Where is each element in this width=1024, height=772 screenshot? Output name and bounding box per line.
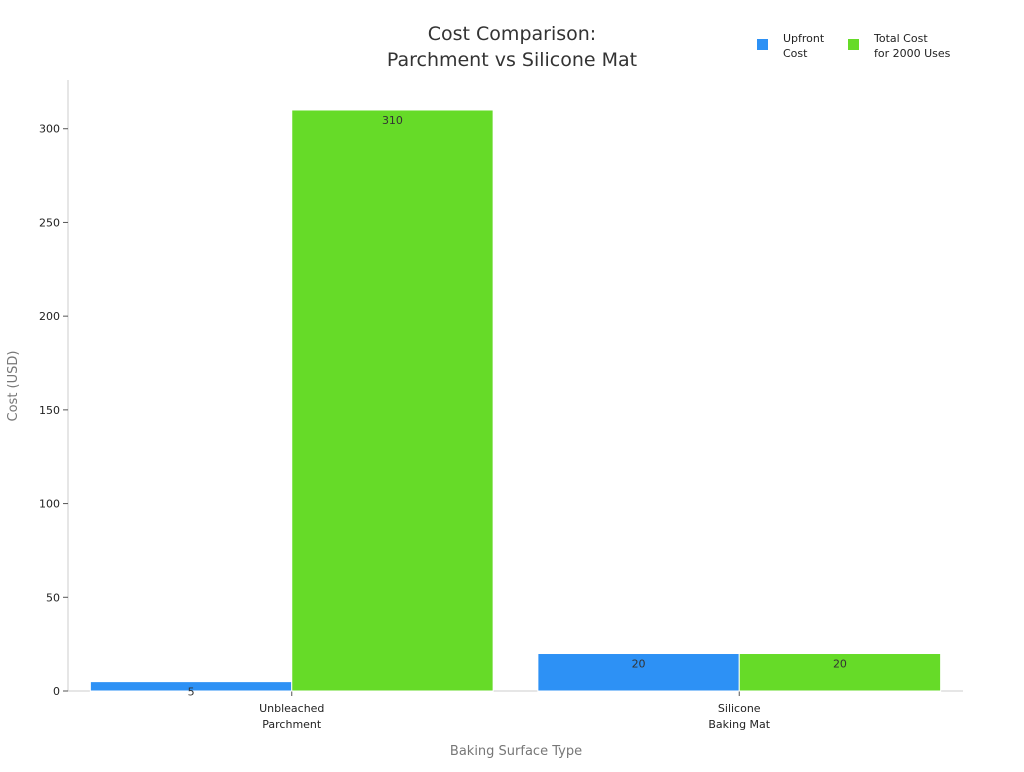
y-tick-label: 250: [39, 216, 60, 229]
chart-title-line-1: Cost Comparison:: [428, 23, 596, 45]
y-tick-label: 0: [53, 685, 60, 698]
bars: [89, 109, 942, 692]
x-axis-label: Baking Surface Type: [450, 744, 582, 759]
legend-swatch: [848, 39, 859, 50]
legend-item: Total Cost for 2000 Uses: [848, 32, 951, 60]
y-tick-label: 300: [39, 123, 60, 136]
bar-labels: 5 310 20 20: [188, 114, 847, 699]
y-tick-label: 100: [39, 498, 60, 511]
chart-title-line-2: Parchment vs Silicone Mat: [387, 49, 637, 71]
bar: [738, 653, 942, 692]
bar-value-label: 20: [632, 658, 646, 671]
bar-value-label: 20: [833, 658, 847, 671]
legend-label: Total Cost for 2000 Uses: [873, 32, 951, 60]
bar-value-label: 5: [188, 686, 195, 699]
x-tick-label: Unbleached Parchment: [259, 702, 324, 731]
bar: [537, 653, 740, 692]
y-tick-label: 50: [46, 591, 60, 604]
axes: 0 50 100 150 200 250 300 Unbleached Parchment Sil…: [39, 80, 963, 731]
legend: Upfront Cost Total Cost for 2000 Uses: [757, 32, 951, 60]
legend-item: Upfront Cost: [757, 32, 825, 60]
bar: [291, 109, 494, 692]
chart-title: Cost Comparison: Parchment vs Silicone M…: [387, 23, 637, 71]
x-tick-label: Silicone Baking Mat: [708, 702, 770, 731]
y-tick-label: 200: [39, 310, 60, 323]
legend-swatch: [757, 39, 768, 50]
y-axis-label: Cost (USD): [6, 351, 21, 422]
legend-label: Upfront Cost: [783, 32, 825, 60]
y-tick-label: 150: [39, 404, 60, 417]
bar-value-label: 310: [382, 114, 403, 127]
